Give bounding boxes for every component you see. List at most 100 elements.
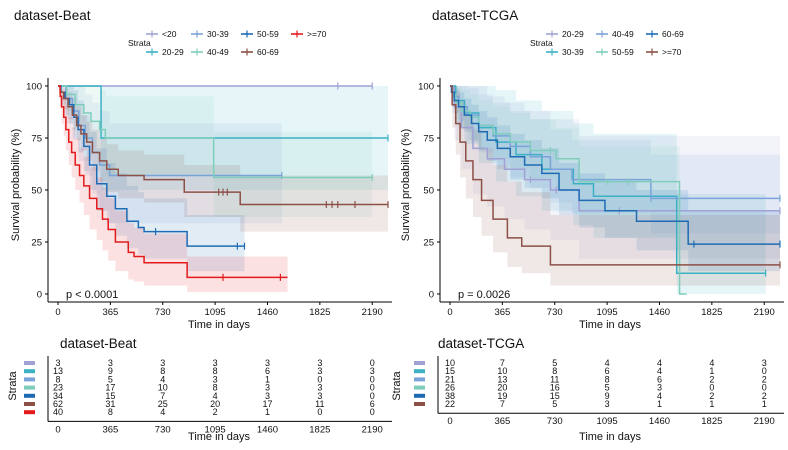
risk-count: 6 (605, 366, 610, 376)
ci-band-3 (58, 86, 373, 218)
risk-count: 26 (445, 383, 455, 393)
risk-x-tick-label: 1825 (701, 416, 722, 427)
risk-x-tick-label: 1095 (597, 416, 618, 427)
legend-label-2: 30-39 (207, 29, 229, 39)
y-axis-label-tcga: Survival probability (%) (400, 129, 412, 241)
x-tick-label: 2190 (754, 307, 775, 318)
risk-count: 7 (500, 399, 505, 409)
risk-count: 5 (552, 399, 557, 409)
risk-count: 62 (53, 399, 63, 409)
x-tick-label: 365 (102, 307, 118, 318)
risk-count: 4 (657, 358, 662, 368)
plot-area-beat: 0 25 50 75 100 0 365 730 1095 1460 1825 2190 (26, 78, 392, 318)
risk-count: 31 (105, 399, 115, 409)
survival-curve-3 (450, 85, 687, 295)
risk-count: 4 (160, 374, 165, 384)
risk-x-tick-label: 0 (447, 416, 452, 427)
y-axis-label-beat: Survival probability (%) (10, 129, 22, 241)
x-tick-label: 0 (447, 307, 452, 318)
risk-count: 0 (370, 391, 375, 401)
risk-count: 11 (315, 399, 324, 409)
survival-curve-5 (450, 85, 780, 266)
legend-label-5: 60-69 (257, 47, 279, 57)
legend-tcga: Strata 20-29 40-49 60-69 30-39 50-59 >=70 (530, 29, 684, 57)
risk-count: 8 (605, 374, 610, 384)
risk-count: 8 (55, 374, 60, 384)
risk-count: 5 (552, 358, 557, 368)
risk-count: 19 (497, 391, 507, 401)
risk-table-body-beat: 3 3 3 3 3 3 013 9 8 8 6 3 38 5 4 3 1 0 023 17 10 8 3 3 034 15 7 4 3 3… (24, 356, 392, 435)
x-tick-label: 1460 (649, 307, 670, 318)
y-tick-label: 75 (31, 134, 42, 145)
risk-row-key-4 (24, 393, 35, 398)
risk-count: 1 (265, 407, 270, 417)
risk-count: 1 (709, 366, 714, 376)
y-tick-label: 100 (418, 82, 434, 93)
risk-count: 8 (552, 366, 557, 376)
risk-x-tick-label: 365 (494, 416, 510, 427)
risk-count: 2 (762, 374, 767, 384)
y-tick-label: 25 (31, 238, 42, 249)
risk-count: 6 (657, 374, 662, 384)
y-tick-label: 0 (37, 290, 42, 301)
y-tick-label: 50 (31, 186, 42, 197)
survival-curve-3 (58, 85, 373, 179)
survival-curve-1 (450, 85, 766, 274)
risk-count: 17 (262, 399, 272, 409)
risk-count: 15 (445, 366, 455, 376)
risk-row-key-5 (24, 402, 35, 406)
survival-curve-1 (58, 85, 388, 139)
legend-label-1: 20-29 (162, 47, 184, 57)
risk-count: 11 (550, 374, 559, 384)
risk-count: 3 (265, 358, 270, 368)
risk-row-key-0 (414, 361, 425, 365)
risk-count: 3 (370, 366, 375, 376)
x-tick-label: 730 (547, 307, 563, 318)
risk-count: 0 (317, 374, 322, 384)
risk-row-key-0 (24, 361, 35, 365)
legend-title-beat: Strata (128, 38, 151, 48)
risk-x-tick-label: 2190 (754, 416, 775, 427)
risk-count: 10 (158, 383, 168, 393)
chart-title-tcga: dataset-TCGA (432, 8, 518, 23)
risk-count: 7 (500, 358, 505, 368)
x-tick-label: 1460 (257, 307, 278, 318)
legend-label-0: <20 (162, 29, 177, 39)
risk-count: 0 (370, 407, 375, 417)
risk-count: 3 (762, 358, 767, 368)
risk-table-xlabel-tcga: Time in days (579, 431, 641, 443)
y-tick-label: 0 (429, 290, 434, 301)
risk-count: 3 (605, 399, 610, 409)
risk-row-key-3 (24, 385, 35, 390)
legend-label-2: 40-49 (612, 29, 634, 39)
survival-curve-6 (58, 85, 288, 279)
risk-count: 22 (445, 399, 455, 409)
risk-row-key-1 (24, 369, 35, 374)
risk-x-tick-label: 0 (55, 424, 60, 435)
x-axis-label-beat: Time in days (188, 319, 250, 331)
risk-count: 3 (317, 383, 322, 393)
risk-count: 9 (108, 366, 113, 376)
risk-count: 5 (108, 374, 113, 384)
risk-count: 3 (55, 358, 60, 368)
risk-count: 3 (265, 391, 270, 401)
ci-band-1 (450, 86, 766, 294)
risk-x-tick-label: 730 (547, 416, 563, 427)
risk-count: 25 (158, 399, 168, 409)
y-tick-label: 25 (423, 238, 434, 249)
x-tick-label: 1095 (205, 307, 226, 318)
survival-curve-5 (58, 85, 388, 206)
risk-count: 21 (445, 374, 455, 384)
risk-count: 3 (317, 358, 322, 368)
risk-count: 6 (370, 399, 375, 409)
risk-count: 20 (210, 399, 220, 409)
risk-count: 7 (160, 391, 165, 401)
risk-count: 0 (709, 383, 714, 393)
risk-count: 6 (265, 366, 270, 376)
risk-count: 13 (53, 366, 63, 376)
x-tick-label: 1095 (597, 307, 618, 318)
ci-band-0 (450, 86, 780, 259)
risk-count: 2 (709, 391, 714, 401)
risk-count: 3 (265, 383, 270, 393)
